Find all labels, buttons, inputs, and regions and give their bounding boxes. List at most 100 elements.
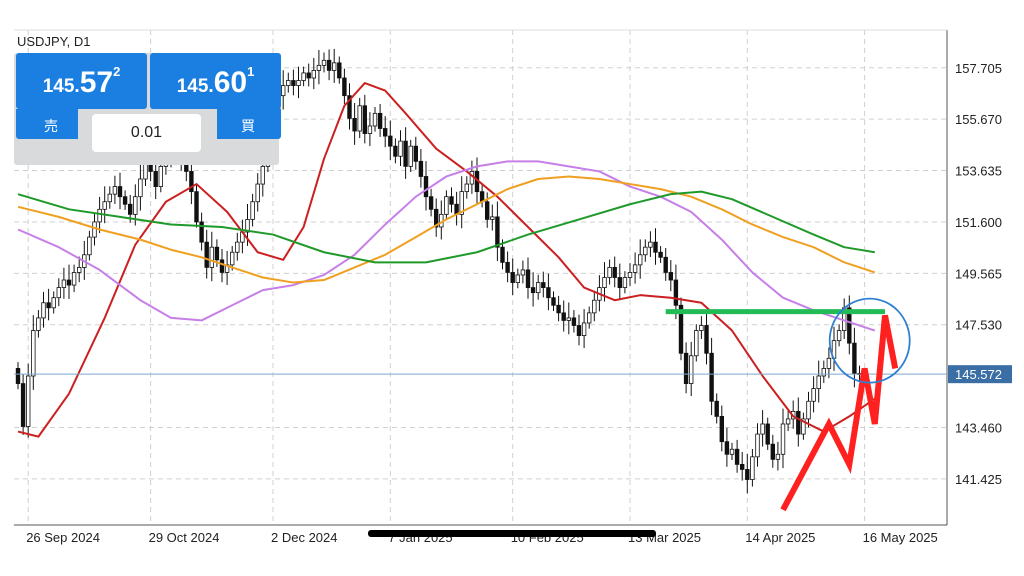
moving-average-line [17,190,875,264]
candle-body [780,423,786,455]
candle-body [760,423,765,435]
candle-body [260,165,265,185]
candle-body [194,191,199,223]
candle-body [530,287,536,294]
candle-body [566,317,571,321]
lot-size-field[interactable]: 0.01 [92,114,201,152]
candle-body [56,287,61,299]
candle-body [20,383,26,427]
sell-price: 145.572 [42,64,121,99]
current-price-label: 145.572 [955,367,1002,382]
candle-body [638,254,643,266]
candle-body [25,375,31,427]
candle-body [214,246,220,261]
sell-label-area[interactable]: 売 [16,109,78,139]
candle-body [280,85,286,97]
buy-price: 145.601 [176,64,255,99]
candle-body [61,279,67,289]
moving-average-line [17,160,876,332]
candle-body [836,330,842,342]
symbol-label: USDJPY, D1 [17,34,90,49]
candle-body [51,297,56,309]
candle-body [464,183,469,193]
candle-body [331,62,337,71]
sell-button[interactable]: 145.572 [16,53,147,109]
x-tick-label: 14 Apr 2025 [745,530,815,545]
y-tick-label: 147.530 [955,318,1002,333]
candle-body [525,269,531,289]
candle-body [734,448,740,465]
candle-body [622,277,628,289]
candle-body [36,317,41,331]
candle-body [433,208,439,228]
candle-body [255,183,260,203]
candle-body [495,216,500,248]
candle-body [321,59,327,66]
candle-body [673,279,679,306]
candle-body [683,352,689,384]
candle-body [357,105,362,132]
candle-body [607,266,612,278]
candle-body [388,135,393,147]
candle-body [97,208,102,223]
y-tick-label: 151.600 [955,215,1002,230]
candle-body [490,216,495,220]
candle-body [66,279,72,286]
sell-label: 売 [44,118,58,134]
candle-body [648,241,653,248]
candle-body [306,72,311,79]
x-tick-label: 29 Oct 2024 [149,530,220,545]
candle-body [31,330,36,377]
x-tick-label: 2 Dec 2024 [271,530,338,545]
candle-body [107,193,112,203]
candle-body [117,186,123,198]
candle-body [729,448,735,455]
candle-body [546,287,551,299]
candle-body [337,62,342,79]
candle-body [291,80,296,86]
candle-body [449,196,454,205]
candle-body [709,352,714,402]
candle-body [382,128,388,137]
buy-label-area[interactable]: 買 [217,109,281,139]
candle-body [286,80,291,86]
candle-body [71,272,77,286]
candle-body [326,59,332,71]
candle-body [576,325,582,336]
candle-body [219,259,225,273]
candle-body [852,342,857,374]
candle-body [250,201,255,220]
candle-body [556,304,561,314]
candle-body [806,400,811,420]
y-tick-label: 141.425 [955,472,1002,487]
current-price-tag: 145.572 [948,365,1012,384]
moving-average-line [17,82,876,438]
candle-body [102,201,107,210]
candle-body [372,112,378,127]
candle-body [724,441,730,455]
candle-body [520,269,526,276]
candle-body [133,196,138,215]
candle-body [719,416,724,443]
y-tick-label: 149.565 [955,266,1002,281]
candle-body [505,261,510,273]
candle-body [413,145,418,162]
candle-body [694,330,699,357]
candle-body [500,246,505,263]
candle-body [551,297,556,306]
candle-body [418,160,424,177]
redaction-bar [368,530,656,537]
candle-body [393,145,398,157]
moving-averages [17,82,876,438]
y-axis: 157.705 155.670 153.635 151.600 149.565 147.5… [955,61,1002,487]
candle-body [658,251,663,258]
candle-body [714,400,719,417]
buy-button[interactable]: 145.601 [150,53,281,109]
candle-body [801,418,806,435]
moving-average-line [17,175,876,284]
candle-body [699,325,704,331]
y-tick-label: 143.460 [955,421,1002,436]
candle-body [209,246,214,268]
candle-body [632,264,638,273]
